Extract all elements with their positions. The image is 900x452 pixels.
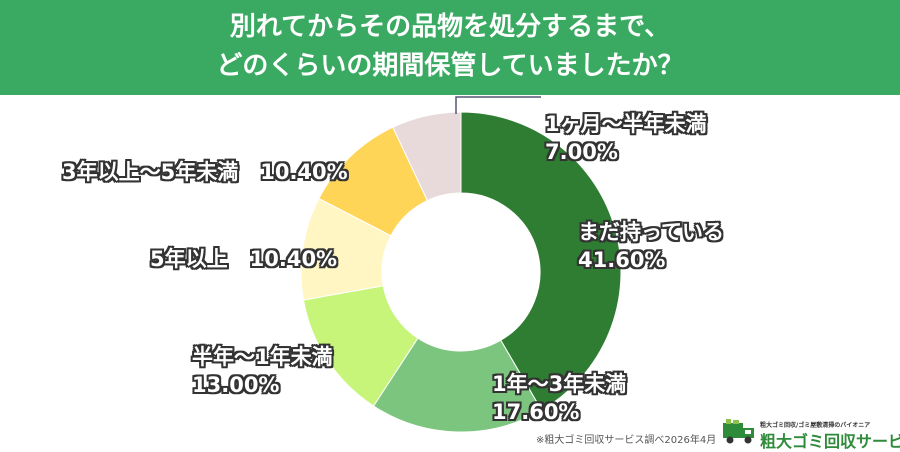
label-3-5-years-value: 10.40% xyxy=(260,160,348,184)
truck-logo-icon xyxy=(723,419,754,444)
label-1-3-years-value: 17.60% xyxy=(492,400,580,424)
slice-5 xyxy=(392,111,462,202)
slice-1 xyxy=(372,337,543,433)
logo-tagline: 粗大ゴミ回収/ゴミ屋敷清掃のパイオニア xyxy=(760,422,871,429)
source-note: ※粗大ゴミ回収サービス調べ2026年4月 xyxy=(536,435,717,446)
leader-line-1m-half-year xyxy=(455,96,541,114)
label-1m-half-year-name: 1ヶ月〜半年未満 xyxy=(545,112,707,136)
slice-0 xyxy=(460,111,622,411)
label-3-5-years: 3年以上〜5年未満 10.40% xyxy=(62,158,348,186)
title-line-1: 別れてからその品物を処分するまで、 xyxy=(229,12,671,42)
label-1-3-years-name: 1年〜3年未満 xyxy=(492,372,627,396)
label-5-years-plus: 5年以上 10.40% xyxy=(150,245,337,273)
label-half-1-year: 半年〜1年未満 13.00% xyxy=(192,343,333,399)
label-3-5-years-name: 3年以上〜5年未満 xyxy=(62,160,239,184)
label-1-3-years: 1年〜3年未満 17.60% xyxy=(492,370,626,426)
title-line-2: どのくらいの期間保管していましたか？ xyxy=(216,51,684,81)
label-1m-half-year-value: 7.00% xyxy=(545,140,618,164)
label-still-have-value: 41.60% xyxy=(578,248,666,272)
title-banner: 別れてからその品物を処分するまで、 どのくらいの期間保管していましたか？ xyxy=(0,0,900,95)
label-1m-half-year: 1ヶ月〜半年未満 7.00% xyxy=(545,110,707,166)
label-5-years-plus-value: 10.40% xyxy=(249,247,338,271)
label-5-years-plus-name: 5年以上 xyxy=(150,247,228,271)
label-still-have-name: まだ持っている xyxy=(578,220,724,244)
label-half-1-year-name: 半年〜1年未満 xyxy=(192,345,333,369)
label-half-1-year-value: 13.00% xyxy=(192,373,280,397)
label-still-have: まだ持っている 41.60% xyxy=(578,218,724,274)
logo-name: 粗大ゴミ回収サービス xyxy=(760,432,900,451)
